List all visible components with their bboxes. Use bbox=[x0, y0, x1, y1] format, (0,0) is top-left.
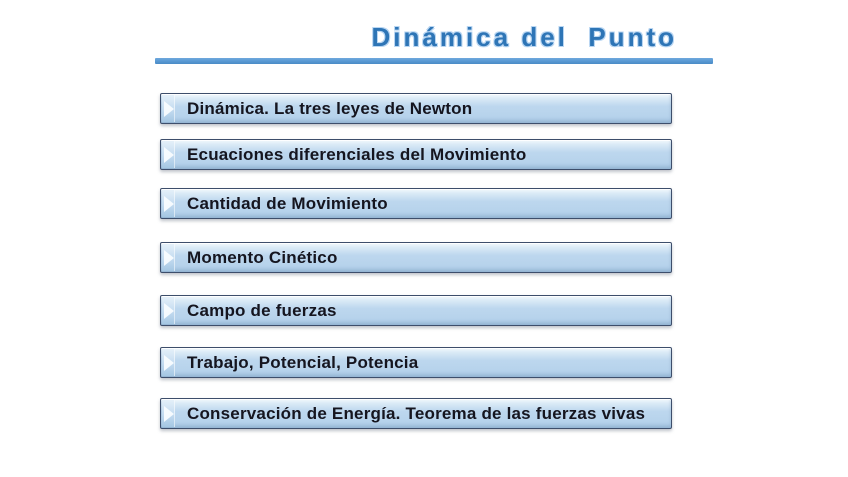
bevel-arrow-icon bbox=[162, 190, 175, 217]
slide-header: Dinámica del Punto bbox=[155, 22, 713, 64]
menu-item-ecuaciones-diferenciales[interactable]: Ecuaciones diferenciales del Movimiento bbox=[160, 139, 672, 170]
menu-item-momento-cinetico[interactable]: Momento Cinético bbox=[160, 242, 672, 273]
menu-item-label: Momento Cinético bbox=[187, 247, 338, 267]
menu-item-cantidad-movimiento[interactable]: Cantidad de Movimiento bbox=[160, 188, 672, 219]
bevel-arrow-icon bbox=[162, 244, 175, 271]
bevel-arrow-icon bbox=[162, 349, 175, 376]
menu-item-trabajo-potencial-potencia[interactable]: Trabajo, Potencial, Potencia bbox=[160, 347, 672, 378]
menu-item-dinamica-leyes-newton[interactable]: Dinámica. La tres leyes de Newton bbox=[160, 93, 672, 124]
menu-item-campo-fuerzas[interactable]: Campo de fuerzas bbox=[160, 295, 672, 326]
menu-item-label: Dinámica. La tres leyes de Newton bbox=[187, 98, 473, 118]
menu-item-label: Cantidad de Movimiento bbox=[187, 193, 388, 213]
menu-item-label: Ecuaciones diferenciales del Movimiento bbox=[187, 144, 527, 164]
menu-item-label: Conservación de Energía. Teorema de las … bbox=[187, 403, 646, 423]
bevel-arrow-icon bbox=[162, 95, 175, 122]
menu-item-conservacion-energia[interactable]: Conservación de Energía. Teorema de las … bbox=[160, 398, 672, 429]
menu-item-label: Campo de fuerzas bbox=[187, 300, 337, 320]
bevel-arrow-icon bbox=[162, 400, 175, 427]
page-title: Dinámica del Punto bbox=[371, 22, 677, 52]
title-underline-rule bbox=[155, 58, 713, 64]
bevel-arrow-icon bbox=[162, 297, 175, 324]
bevel-arrow-icon bbox=[162, 141, 175, 168]
menu-item-label: Trabajo, Potencial, Potencia bbox=[187, 352, 419, 372]
